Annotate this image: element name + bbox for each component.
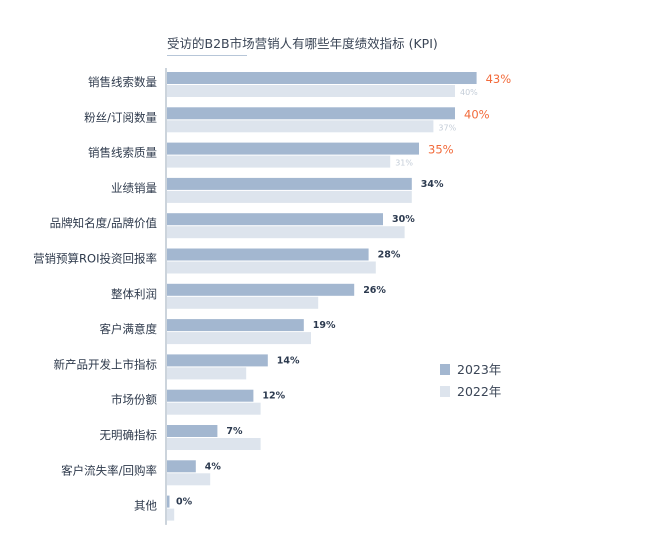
data-label-2023: 7%: [226, 426, 243, 437]
data-label-2022: 40%: [460, 88, 478, 97]
bar-2023: [167, 107, 455, 120]
bar-2023: [167, 495, 170, 508]
category-label: 客户流失率/回购率: [61, 463, 157, 477]
bar-2022: [167, 120, 434, 133]
bar-2022: [167, 438, 261, 450]
data-label-2023: 26%: [363, 285, 386, 296]
data-label-2023: 30%: [392, 214, 415, 225]
legend-label: 2022年: [457, 384, 501, 399]
data-label-2023: 43%: [486, 72, 512, 86]
category-label: 业绩销量: [111, 181, 157, 195]
data-label-2023: 19%: [313, 320, 336, 331]
legend-label: 2023年: [457, 362, 501, 377]
category-label: 粉丝/订阅数量: [84, 110, 157, 124]
data-label-2023: 28%: [378, 250, 401, 261]
bar-2023: [167, 72, 477, 84]
bar-2022: [167, 261, 376, 274]
bar-2023: [167, 283, 355, 296]
bar-2023: [167, 248, 369, 261]
bar-2022: [167, 332, 311, 345]
bar-2023: [167, 389, 254, 402]
data-label-2023: 12%: [262, 391, 285, 402]
data-label-2022: 37%: [438, 123, 456, 132]
category-label: 其他: [134, 499, 157, 513]
legend-swatch: [440, 364, 450, 375]
bar-2022: [167, 367, 247, 380]
bar-2023: [167, 354, 268, 367]
data-label-2023: 0%: [176, 497, 193, 508]
bar-2022: [167, 296, 319, 309]
bar-2023: [167, 213, 383, 226]
bar-2023: [167, 425, 218, 437]
bar-2023: [167, 319, 304, 332]
bar-2022: [167, 226, 405, 239]
category-label: 客户满意度: [100, 322, 158, 336]
data-label-2023: 34%: [421, 179, 444, 190]
category-label: 销售线索质量: [88, 146, 157, 160]
bar-2022: [167, 190, 412, 203]
bar-2023: [167, 177, 412, 190]
bar-2023: [167, 460, 196, 473]
category-label: 整体利润: [111, 287, 157, 301]
category-label: 营销预算ROI投资回报率: [33, 252, 157, 266]
data-label-2022: 31%: [395, 159, 413, 168]
data-label-2023: 14%: [277, 355, 300, 366]
data-label-2023: 35%: [428, 143, 454, 157]
bar-2023: [167, 142, 419, 155]
category-label: 新产品开发上市指标: [54, 357, 158, 371]
category-label: 品牌知名度/品牌价值: [50, 216, 158, 230]
data-label-2023: 4%: [205, 461, 222, 472]
bar-2022: [167, 508, 175, 521]
bar-2022: [167, 473, 211, 486]
title-underline: [167, 55, 247, 56]
category-label: 销售线索数量: [88, 75, 157, 89]
bar-2022: [167, 85, 455, 97]
category-label: 无明确指标: [100, 428, 158, 442]
legend-swatch: [440, 386, 450, 397]
category-label: 市场份额: [111, 393, 157, 407]
data-label-2023: 40%: [464, 107, 490, 121]
bar-2022: [167, 155, 391, 168]
bar-2022: [167, 402, 261, 415]
chart-title: 受访的B2B市场营销人有哪些年度绩效指标 (KPI): [167, 36, 438, 51]
